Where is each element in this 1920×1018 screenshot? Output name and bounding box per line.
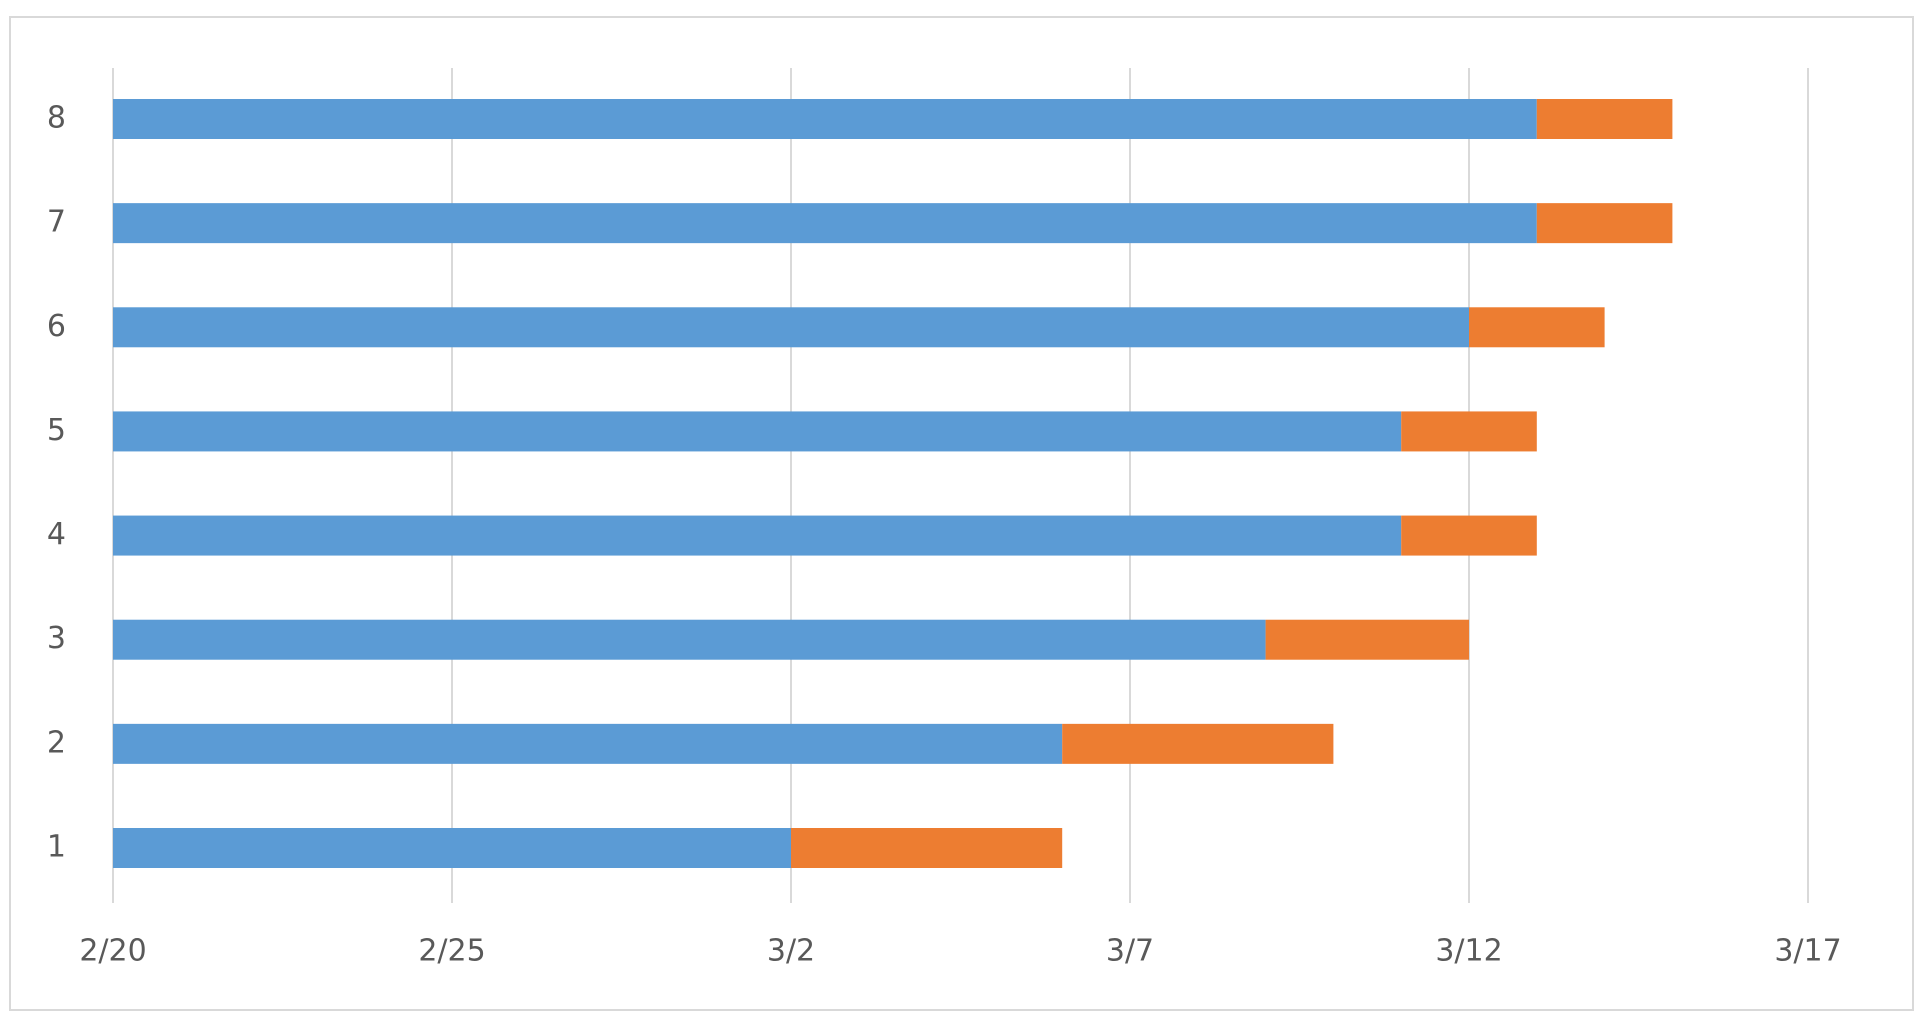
bar-segment bbox=[113, 203, 1537, 244]
bar-segment bbox=[113, 411, 1402, 452]
y-tick-label: 1 bbox=[47, 830, 66, 865]
x-tick-label: 3/7 bbox=[1106, 934, 1154, 969]
bar-segment bbox=[113, 828, 791, 868]
y-tick-label: 8 bbox=[47, 101, 66, 136]
y-tick-label: 7 bbox=[47, 205, 66, 240]
y-tick-label: 4 bbox=[47, 517, 66, 552]
bar-segment bbox=[113, 99, 1537, 139]
x-tick-label: 3/2 bbox=[767, 934, 815, 969]
bar-segment bbox=[113, 307, 1469, 348]
bar-segment bbox=[1401, 515, 1537, 556]
bar-segment bbox=[1062, 723, 1334, 764]
x-tick-label: 3/17 bbox=[1774, 934, 1841, 969]
y-tick-label: 2 bbox=[47, 725, 66, 760]
x-tick-label: 2/25 bbox=[418, 934, 485, 969]
bar-segment bbox=[1536, 203, 1673, 244]
bar-segment bbox=[791, 828, 1063, 868]
x-tick-label: 2/20 bbox=[79, 934, 146, 969]
y-tick-label: 3 bbox=[47, 621, 66, 656]
bar-segment bbox=[1469, 307, 1605, 348]
bar-segment bbox=[113, 515, 1402, 556]
bar-segment bbox=[1265, 619, 1469, 660]
bar-segment bbox=[113, 723, 1063, 764]
y-tick-label: 6 bbox=[47, 309, 66, 344]
y-tick-label: 5 bbox=[47, 413, 66, 448]
x-tick-label: 3/12 bbox=[1435, 934, 1502, 969]
bar-segment bbox=[1401, 411, 1537, 452]
bar-segment bbox=[113, 619, 1266, 660]
bar-segment bbox=[1536, 99, 1673, 139]
